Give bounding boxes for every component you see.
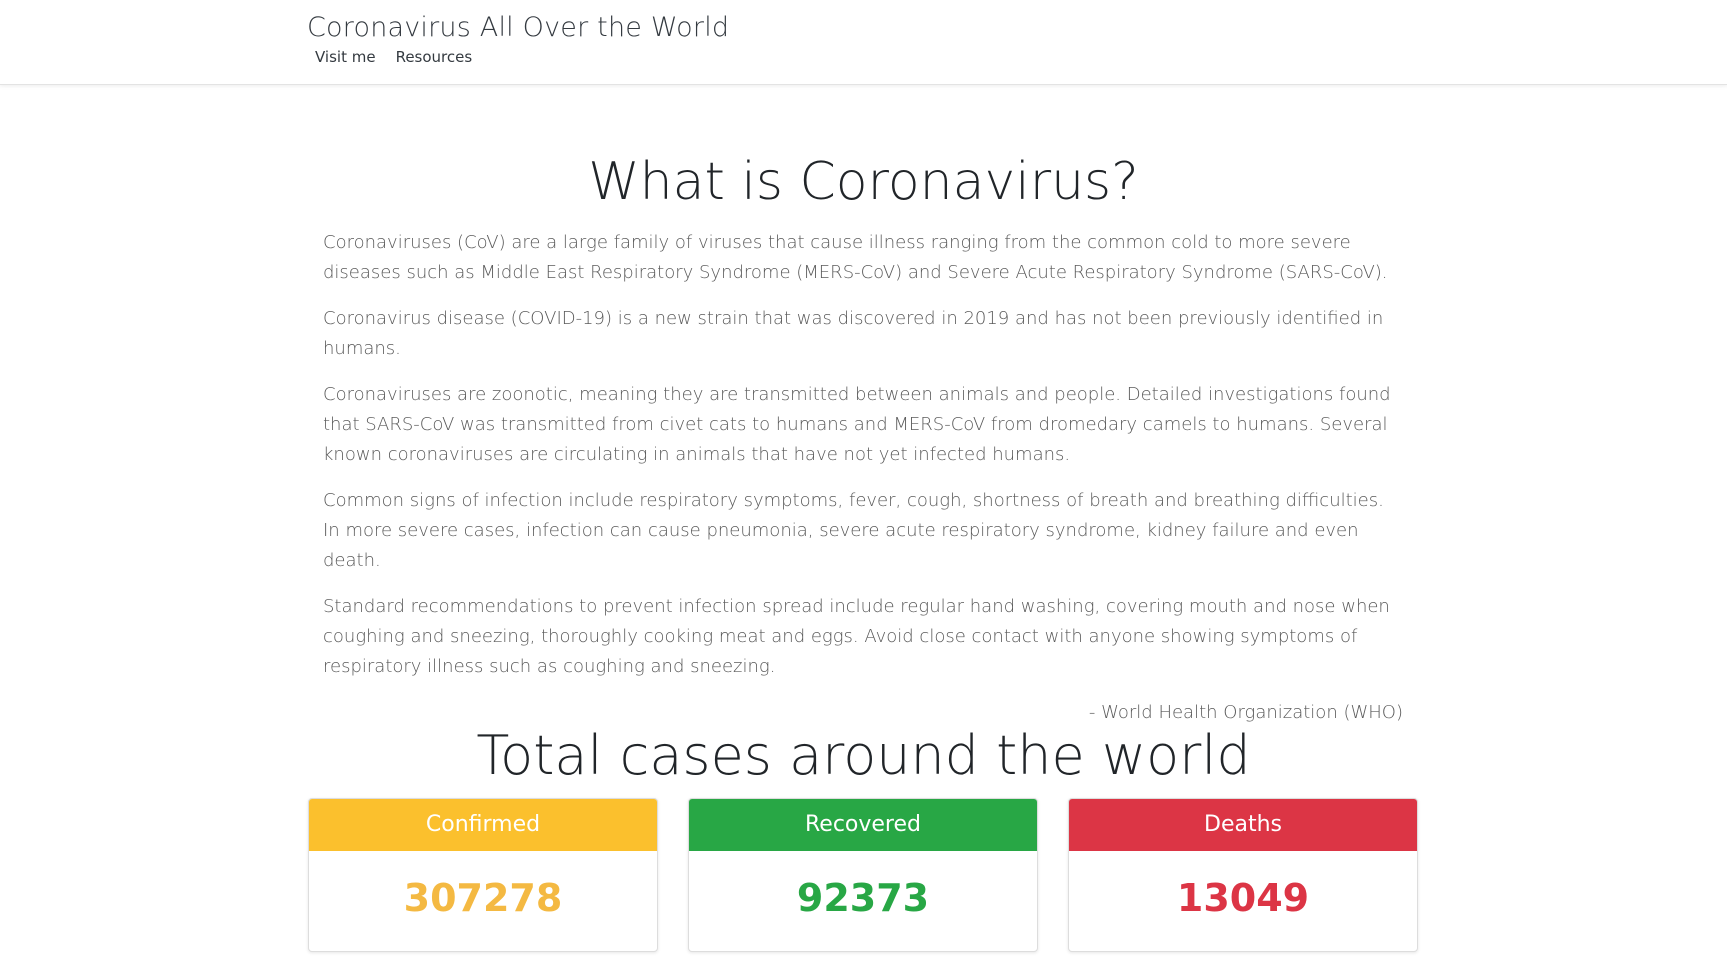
deaths-card-value: 13049 — [1176, 876, 1310, 920]
brand-title[interactable]: Coronavirus All Over the World — [307, 12, 730, 43]
confirmed-card-value: 307278 — [403, 876, 563, 920]
deaths-card: Deaths 13049 — [1068, 798, 1418, 952]
about-paragraph-5: Standard recommendations to prevent infe… — [323, 596, 1390, 677]
about-content: Coronaviruses (CoV) are a large family o… — [323, 228, 1403, 744]
navbar: Coronavirus All Over the World Visit me … — [0, 0, 1727, 85]
nav-link-resources[interactable]: Resources — [395, 48, 473, 66]
deaths-card-header: Deaths — [1069, 799, 1417, 851]
nav-link-visit-me[interactable]: Visit me — [315, 48, 376, 66]
about-paragraph-3: Coronaviruses are zoonotic, meaning they… — [323, 384, 1391, 465]
recovered-card: Recovered 92373 — [688, 798, 1038, 952]
confirmed-card: Confirmed 307278 — [308, 798, 658, 952]
confirmed-card-header: Confirmed — [309, 799, 657, 851]
recovered-card-header: Recovered — [689, 799, 1037, 851]
totals-cards: Confirmed 307278 Recovered 92373 Deaths … — [308, 798, 1418, 952]
about-paragraph-2: Coronavirus disease (COVID-19) is a new … — [323, 308, 1384, 359]
totals-heading: Total cases around the world — [476, 724, 1251, 787]
about-heading: What is Coronavirus? — [588, 152, 1139, 212]
about-paragraph-4: Common signs of infection include respir… — [323, 490, 1384, 571]
about-paragraph-1: Coronaviruses (CoV) are a large family o… — [323, 232, 1388, 283]
nav-links: Visit me Resources — [315, 48, 472, 66]
attribution: - World Health Organization (WHO) — [1088, 702, 1403, 723]
recovered-card-value: 92373 — [796, 876, 930, 920]
